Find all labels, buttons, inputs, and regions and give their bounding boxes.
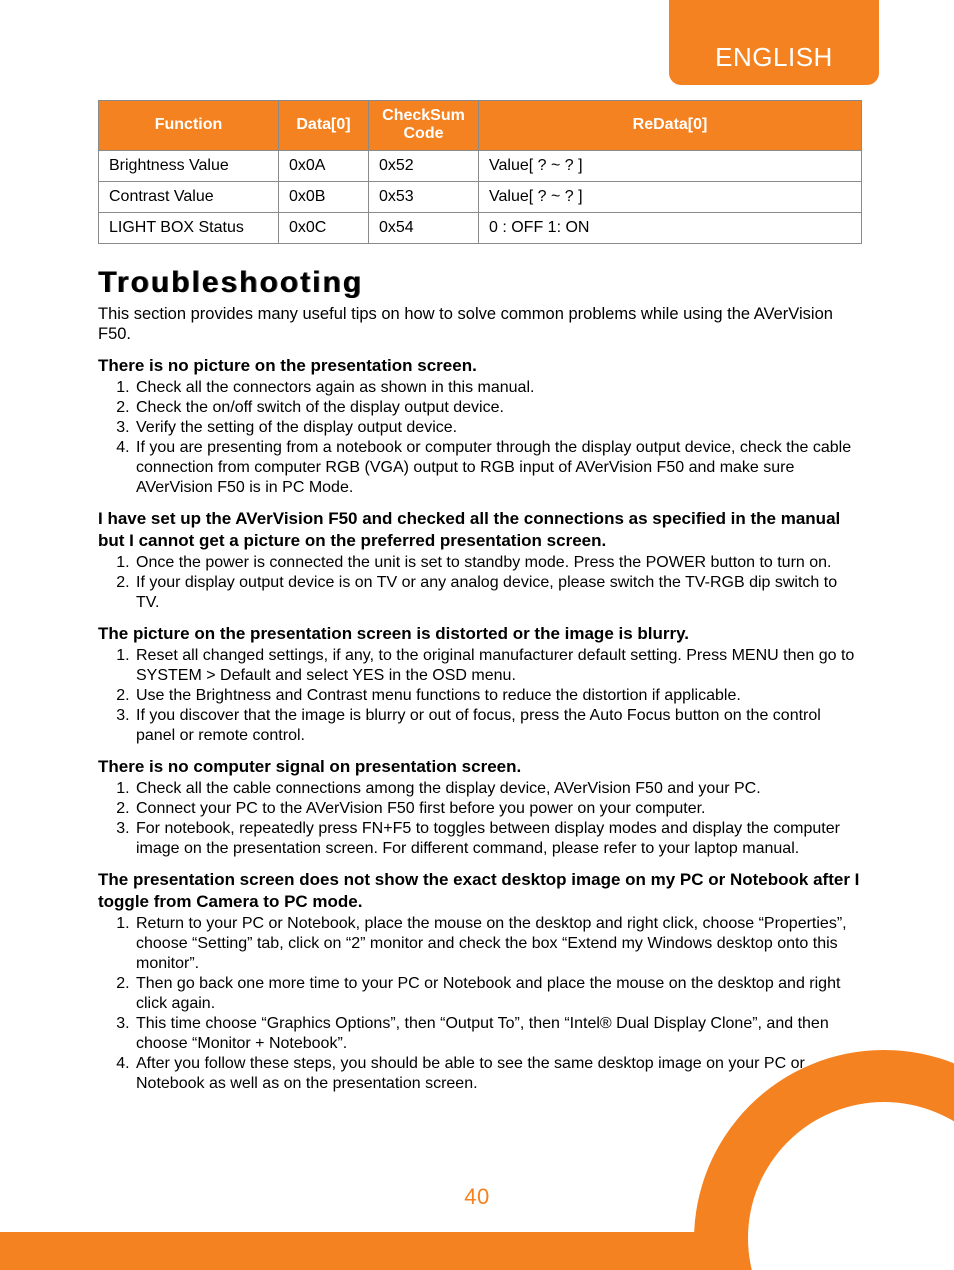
issue-title: There is no computer signal on presentat…: [98, 756, 862, 777]
issue-title: There is no picture on the presentation …: [98, 355, 862, 376]
list-item: Check all the cable connections among th…: [134, 779, 862, 799]
section-title: Troubleshooting: [98, 266, 862, 300]
issue-title: I have set up the AVerVision F50 and che…: [98, 508, 862, 551]
table-header-row: Function Data[0] CheckSum Code ReData[0]: [99, 101, 862, 151]
language-tab: ENGLISH: [669, 0, 879, 85]
language-label: ENGLISH: [715, 42, 833, 73]
col-function: Function: [99, 101, 279, 151]
col-checksum: CheckSum Code: [369, 101, 479, 151]
table-row: Contrast Value 0x0B 0x53 Value[ ? ~ ? ]: [99, 181, 862, 212]
col-data0: Data[0]: [279, 101, 369, 151]
list-item: After you follow these steps, you should…: [134, 1054, 862, 1094]
command-table: Function Data[0] CheckSum Code ReData[0]…: [98, 100, 862, 244]
cell-data0: 0x0B: [279, 181, 369, 212]
cell-checksum: 0x52: [369, 150, 479, 181]
list-item: Connect your PC to the AVerVision F50 fi…: [134, 799, 862, 819]
issue-steps: Once the power is connected the unit is …: [98, 553, 862, 613]
list-item: Reset all changed settings, if any, to t…: [134, 646, 862, 686]
table-row: LIGHT BOX Status 0x0C 0x54 0 : OFF 1: ON: [99, 212, 862, 243]
issue-steps: Check all the cable connections among th…: [98, 779, 862, 859]
list-item: For notebook, repeatedly press FN+F5 to …: [134, 819, 862, 859]
list-item: Check all the connectors again as shown …: [134, 378, 862, 398]
cell-redata: Value[ ? ~ ? ]: [479, 181, 862, 212]
page: ENGLISH Function Data[0] CheckSum Code R…: [0, 0, 954, 1270]
cell-function: LIGHT BOX Status: [99, 212, 279, 243]
issue-title: The picture on the presentation screen i…: [98, 623, 862, 644]
issue-steps: Return to your PC or Notebook, place the…: [98, 914, 862, 1094]
list-item: If you are presenting from a notebook or…: [134, 438, 862, 498]
list-item: If you discover that the image is blurry…: [134, 706, 862, 746]
cell-checksum: 0x54: [369, 212, 479, 243]
list-item: Check the on/off switch of the display o…: [134, 398, 862, 418]
list-item: This time choose “Graphics Options”, the…: [134, 1014, 862, 1054]
list-item: Then go back one more time to your PC or…: [134, 974, 862, 1014]
list-item: Verify the setting of the display output…: [134, 418, 862, 438]
issue-steps: Reset all changed settings, if any, to t…: [98, 646, 862, 746]
col-redata0: ReData[0]: [479, 101, 862, 151]
list-item: Use the Brightness and Contrast menu fun…: [134, 686, 862, 706]
list-item: Return to your PC or Notebook, place the…: [134, 914, 862, 974]
table-row: Brightness Value 0x0A 0x52 Value[ ? ~ ? …: [99, 150, 862, 181]
issue-steps: Check all the connectors again as shown …: [98, 378, 862, 498]
list-item: If your display output device is on TV o…: [134, 573, 862, 613]
table-body: Brightness Value 0x0A 0x52 Value[ ? ~ ? …: [99, 150, 862, 243]
cell-checksum: 0x53: [369, 181, 479, 212]
content-area: Function Data[0] CheckSum Code ReData[0]…: [98, 100, 862, 1094]
cell-function: Brightness Value: [99, 150, 279, 181]
list-item: Once the power is connected the unit is …: [134, 553, 862, 573]
cell-data0: 0x0C: [279, 212, 369, 243]
section-intro: This section provides many useful tips o…: [98, 304, 862, 345]
cell-function: Contrast Value: [99, 181, 279, 212]
issue-title: The presentation screen does not show th…: [98, 869, 862, 912]
cell-redata: Value[ ? ~ ? ]: [479, 150, 862, 181]
cell-data0: 0x0A: [279, 150, 369, 181]
cell-redata: 0 : OFF 1: ON: [479, 212, 862, 243]
